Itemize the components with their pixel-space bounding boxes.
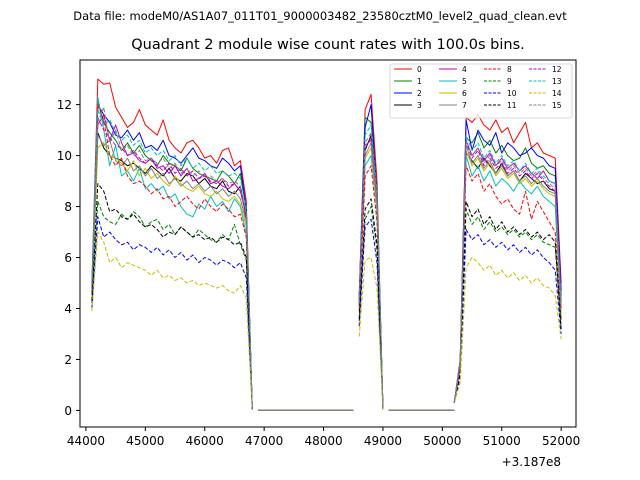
legend-item-13: 13: [529, 77, 562, 86]
legend-label: 1: [417, 77, 422, 86]
series-11-segment-2: [358, 198, 384, 410]
legend-item-6: 6: [439, 89, 467, 98]
legend-label: 11: [507, 101, 517, 110]
legend-label: 6: [462, 89, 467, 98]
series-15-segment-4: [453, 139, 562, 403]
series-8-segment-4: [453, 165, 562, 403]
y-tick-label: 12: [57, 98, 72, 112]
series-13-segment-0: [91, 109, 253, 410]
series-14-segment-2: [358, 257, 384, 410]
legend-label: 13: [552, 77, 562, 86]
legend-item-5: 5: [439, 77, 467, 86]
x-tick-label: 45000: [126, 434, 164, 448]
x-tick-label: 44000: [67, 434, 105, 448]
series-10-segment-4: [453, 228, 562, 403]
legend-item-7: 7: [439, 101, 467, 110]
x-tick-label: 49000: [364, 434, 402, 448]
legend-label: 15: [552, 101, 562, 110]
series-14-segment-0: [91, 231, 253, 410]
series-6-segment-4: [453, 149, 562, 403]
legend-item-2: 2: [394, 89, 422, 98]
series-14-segment-4: [453, 257, 562, 403]
series-1-segment-4: [453, 132, 562, 403]
legend-item-8: 8: [484, 65, 512, 74]
series-8-segment-0: [91, 104, 253, 410]
chart-suptitle: Data file: modeM0/AS1A07_011T01_90000034…: [73, 9, 567, 23]
legend-item-9: 9: [484, 77, 512, 86]
x-tick-label: 51000: [483, 434, 521, 448]
x-tick-label: 47000: [245, 434, 283, 448]
series-12-segment-0: [91, 116, 253, 410]
legend-label: 10: [507, 89, 517, 98]
y-tick-label: 4: [64, 302, 72, 316]
y-tick-label: 10: [57, 149, 72, 163]
series-5-segment-4: [453, 155, 562, 403]
legend-item-0: 0: [394, 65, 422, 74]
y-tick-label: 2: [64, 353, 72, 367]
legend-label: 3: [417, 101, 422, 110]
series-15-segment-0: [91, 106, 253, 410]
legend-item-4: 4: [439, 65, 467, 74]
x-tick-label: 52000: [542, 434, 580, 448]
legend-label: 5: [462, 77, 467, 86]
series-13-segment-2: [358, 124, 384, 410]
legend-frame: [389, 63, 573, 119]
series-layer: [91, 78, 562, 411]
legend-item-14: 14: [529, 89, 562, 98]
chart-title: Quadrant 2 module wise count rates with …: [131, 37, 525, 53]
series-9-segment-0: [91, 200, 253, 410]
x-tick-label: 46000: [186, 434, 224, 448]
y-tick-label: 8: [64, 200, 72, 214]
legend-item-3: 3: [394, 101, 422, 110]
series-15: [91, 106, 562, 411]
legend-label: 14: [552, 89, 562, 98]
axes-layer: 44000 45000 46000 47000 48000 49000 50000 51000…: [57, 59, 580, 469]
legend-label: 8: [507, 65, 512, 74]
series-4-segment-0: [91, 114, 253, 410]
series-0-segment-4: [453, 114, 562, 403]
legend-label: 4: [462, 65, 467, 74]
series-12-segment-4: [453, 142, 562, 403]
legend-item-15: 15: [529, 101, 562, 110]
series-11-segment-0: [91, 183, 253, 410]
series-7-segment-4: [453, 144, 562, 403]
x-tick-label: 48000: [304, 434, 342, 448]
legend-item-1: 1: [394, 77, 422, 86]
legend-label: 0: [417, 65, 422, 74]
x-offset-label: +3.187e8: [502, 455, 561, 469]
legend-label: 7: [462, 101, 467, 110]
y-tick-label: 0: [64, 404, 72, 418]
series-0-segment-0: [91, 78, 253, 410]
series-15-segment-2: [358, 132, 384, 410]
legend-item-12: 12: [529, 65, 562, 74]
series-7-segment-0: [91, 134, 253, 410]
legend-label: 9: [507, 77, 512, 86]
y-tick-label: 6: [64, 251, 72, 265]
legend-item-11: 11: [484, 101, 517, 110]
series-11-segment-4: [453, 200, 562, 403]
legend-item-10: 10: [484, 89, 517, 98]
series-10-segment-0: [91, 216, 253, 410]
legend-label: 12: [552, 65, 562, 74]
x-tick-label: 50000: [423, 434, 461, 448]
axes-frame: [79, 59, 577, 428]
series-9-segment-4: [453, 208, 562, 403]
series-13-segment-4: [453, 134, 562, 403]
legend-label: 2: [417, 89, 422, 98]
